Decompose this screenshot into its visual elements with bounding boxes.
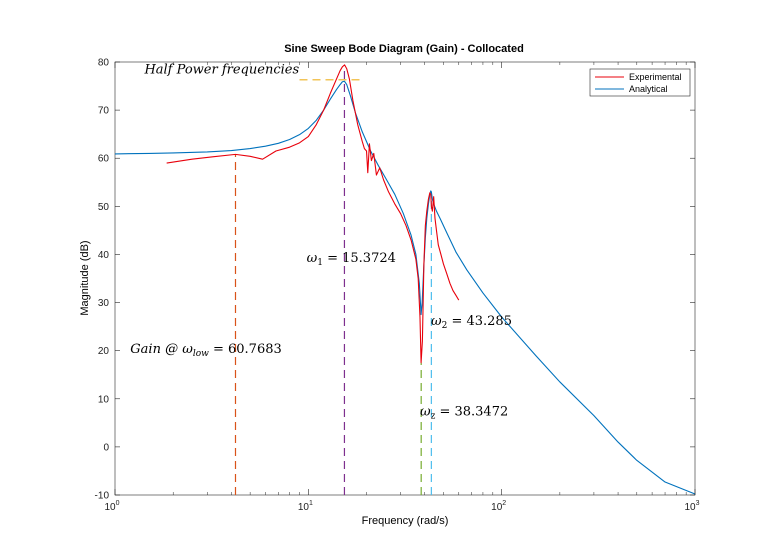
y-tick-label: 20 bbox=[98, 346, 110, 357]
y-tick-label: 30 bbox=[98, 298, 110, 309]
y-tick-label: -10 bbox=[95, 491, 110, 502]
annotation-half-power: Half Power frequencies bbox=[143, 63, 299, 78]
annotations: Half Power frequencies ω1 = 15.3724 ω2 = 4… bbox=[130, 63, 512, 422]
ticks-layer: -10 0 10 20 30 40 50 60 70 80 100 101 102 103 bbox=[95, 58, 700, 514]
chart-title: Sine Sweep Bode Diagram (Gain) - Colloca… bbox=[284, 43, 524, 55]
annotation-gain-low: Gain @ ωlow = 60.7683 bbox=[130, 342, 281, 359]
legend-label-experimental: Experimental bbox=[629, 72, 682, 82]
x-tick-label: 101 bbox=[298, 500, 313, 513]
y-tick-label: 50 bbox=[98, 202, 110, 213]
series-line-analytical bbox=[114, 80, 696, 495]
legend-box bbox=[589, 68, 691, 97]
plot-area bbox=[114, 61, 696, 496]
legend: Experimental Analytical bbox=[589, 68, 691, 97]
x-tick-label: 102 bbox=[491, 500, 506, 513]
series-line-experimental bbox=[166, 64, 460, 364]
series-layer bbox=[114, 64, 696, 495]
x-axis-label: Frequency (rad/s) bbox=[362, 515, 449, 527]
y-tick-label: 80 bbox=[98, 58, 110, 69]
annotation-omega1: ω1 = 15.3724 bbox=[307, 251, 396, 268]
y-tick-label: 60 bbox=[98, 154, 110, 165]
axes-box bbox=[114, 61, 696, 496]
y-tick-label: 10 bbox=[98, 394, 110, 405]
y-tick-label: 70 bbox=[98, 106, 110, 117]
annotation-omega-z: ωz = 38.3472 bbox=[420, 405, 508, 422]
annotation-omega2: ω2 = 43.285 bbox=[431, 314, 512, 331]
x-tick-label: 100 bbox=[104, 500, 119, 513]
y-tick-label: 40 bbox=[98, 250, 110, 261]
legend-label-analytical: Analytical bbox=[629, 84, 668, 94]
y-axis-label: Magnitude (dB) bbox=[79, 240, 91, 315]
x-tick-label: 103 bbox=[684, 500, 699, 513]
reference-lines bbox=[234, 64, 432, 495]
y-tick-label: 0 bbox=[103, 442, 109, 453]
